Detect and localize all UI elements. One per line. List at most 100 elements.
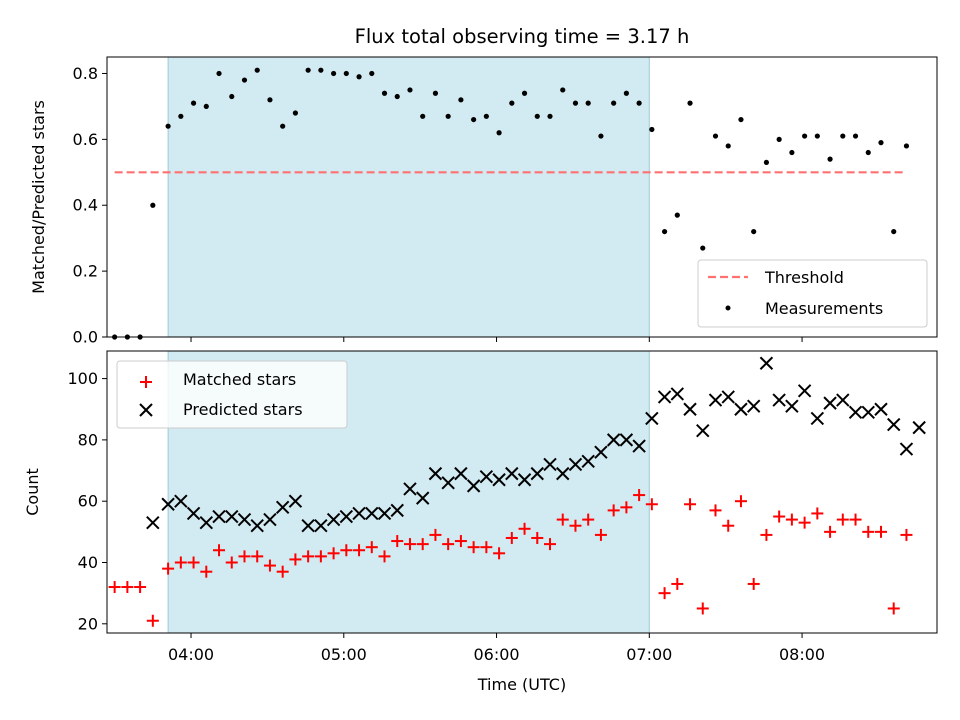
predicted-point [161, 497, 175, 511]
count-plot-frame [106, 350, 938, 634]
y-tick-label: 0.4 [73, 196, 98, 215]
predicted-point [275, 500, 290, 515]
measurement-point [547, 113, 553, 119]
matched-point [302, 550, 315, 563]
predicted-point [759, 356, 774, 370]
matched-point [134, 581, 147, 594]
predicted-point [390, 503, 404, 518]
predicted-point [415, 491, 430, 505]
measurement-point [509, 100, 515, 106]
measurement-point [598, 133, 604, 139]
y-tick-label: 0.0 [73, 328, 98, 347]
predicted-point [848, 405, 863, 420]
matched-point [531, 531, 544, 544]
ratio-panel: 0.00.20.40.60.8 Matched/Predicted stars … [29, 56, 938, 347]
measurement-point [725, 143, 731, 149]
measurement-point [420, 113, 426, 119]
measurement-point [318, 67, 324, 73]
predicted-point [466, 479, 481, 493]
matched-point [696, 602, 709, 615]
matched-point [327, 547, 340, 560]
measurement-point [369, 70, 375, 77]
matched-point [760, 528, 773, 541]
x-tick-label: 06:00 [473, 645, 519, 664]
matched-point [454, 535, 467, 548]
legend-measurements-swatch [725, 305, 731, 311]
predicted-point [887, 417, 901, 432]
matched-point [340, 544, 353, 557]
matched-point [811, 507, 824, 520]
measurement-point [165, 123, 171, 129]
predicted-point [186, 506, 201, 521]
measurement-point [534, 113, 540, 119]
matched-point [429, 528, 442, 541]
predicted-point [212, 509, 226, 524]
matched-point [238, 550, 251, 563]
y-tick-label: 0.8 [73, 64, 98, 83]
matched-point [213, 544, 226, 557]
predicted-point [174, 494, 188, 508]
matched-point [824, 525, 837, 538]
measurement-point [840, 133, 846, 139]
y-tick-label: 0.6 [73, 130, 98, 149]
predicted-point [263, 512, 277, 527]
predicted-point [645, 411, 659, 426]
predicted-point [670, 387, 685, 401]
ratio-marks [112, 67, 910, 340]
x-tick-label: 07:00 [626, 645, 672, 664]
legend-threshold-label: Threshold [764, 268, 844, 287]
matched-point [569, 519, 582, 532]
matched-point [121, 581, 134, 594]
predicted-point [314, 519, 328, 533]
measurement-point [356, 74, 362, 80]
matched-point [620, 501, 633, 514]
y-tick-label: 40 [78, 553, 98, 572]
predicted-point [225, 509, 239, 524]
predicted-point [301, 519, 315, 533]
count-x-axis-label: Time (UTC) [477, 675, 566, 694]
measurement-point [241, 77, 248, 83]
measurement-point [674, 212, 680, 218]
chart-title: Flux total observing time = 3.17 h [355, 25, 690, 48]
predicted-point [823, 396, 837, 410]
measurement-point [407, 87, 413, 93]
count-legend-box [116, 360, 348, 429]
matched-point [225, 556, 238, 569]
measurement-point [280, 123, 286, 129]
matched-point [467, 541, 480, 554]
measurement-point [661, 228, 668, 235]
ratio-legend-box [697, 259, 928, 328]
measurement-point [394, 93, 400, 100]
measurement-point [865, 149, 871, 156]
matched-point [722, 519, 735, 532]
x-tick-label: 04:00 [168, 645, 214, 664]
matched-point [174, 556, 187, 569]
predicted-point [721, 390, 735, 404]
predicted-point [530, 466, 544, 481]
predicted-point [606, 433, 621, 447]
count-x-axis: 04:00 05:00 06:00 07:00 08:00 [168, 633, 825, 664]
predicted-point [428, 466, 443, 481]
predicted-point [250, 519, 264, 533]
matched-point [582, 513, 595, 526]
measurement-point [343, 70, 349, 77]
predicted-point [810, 411, 825, 426]
predicted-point [146, 515, 160, 530]
predicted-point [454, 466, 468, 481]
predicted-point [517, 473, 532, 487]
measurement-point [432, 90, 439, 96]
matched-point [353, 544, 366, 557]
matched-point [874, 525, 887, 538]
matched-point [416, 538, 429, 551]
predicted-point [912, 420, 926, 435]
matched-point [505, 531, 518, 544]
predicted-point [568, 457, 583, 472]
matched-point [365, 541, 378, 554]
measurement-point [852, 133, 859, 139]
measurement-point [814, 133, 820, 139]
predicted-point [836, 393, 850, 407]
ratio-plot-frame [106, 56, 938, 338]
predicted-point [403, 482, 417, 496]
matched-point [251, 550, 264, 563]
measurement-point [521, 90, 528, 96]
